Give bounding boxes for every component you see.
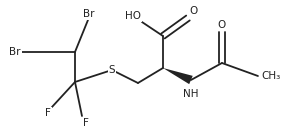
Polygon shape bbox=[163, 68, 193, 84]
Text: Br: Br bbox=[9, 47, 21, 57]
Text: Br: Br bbox=[83, 9, 95, 19]
Text: O: O bbox=[189, 6, 197, 16]
Text: NH: NH bbox=[183, 89, 199, 99]
Text: F: F bbox=[83, 118, 89, 128]
Text: O: O bbox=[218, 20, 226, 30]
Text: HO: HO bbox=[125, 11, 141, 21]
Text: F: F bbox=[45, 108, 51, 118]
Text: S: S bbox=[109, 65, 115, 75]
Text: CH₃: CH₃ bbox=[261, 71, 280, 81]
